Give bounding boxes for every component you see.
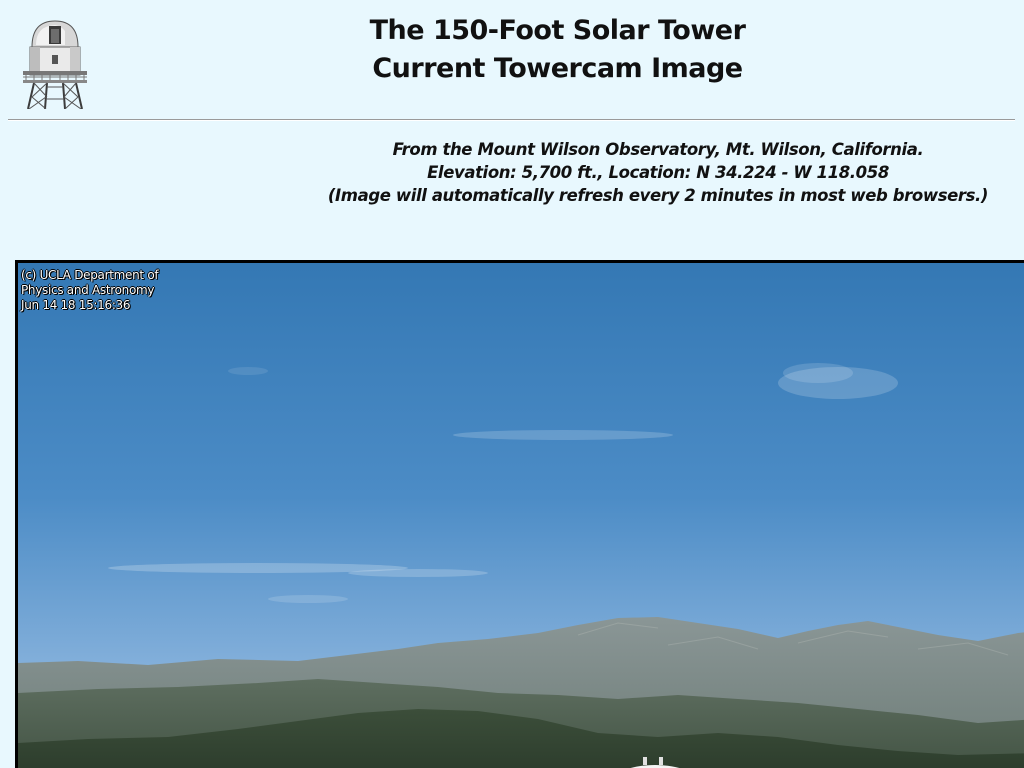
- camera-credit-line-1: (c) UCLA Department of: [21, 268, 159, 282]
- page-title-line-2: Current Towercam Image: [372, 53, 743, 84]
- towercam-landscape: [18, 263, 1024, 768]
- camera-credit-line-2: Physics and Astronomy: [21, 283, 155, 297]
- solar-tower-icon: [20, 17, 90, 110]
- observatory-info: From the Mount Wilson Observatory, Mt. W…: [300, 138, 1016, 207]
- towercam-image: (c) UCLA Department of Physics and Astro…: [15, 260, 1024, 768]
- refresh-note-text: (Image will automatically refresh every …: [327, 186, 989, 205]
- page-title: The 150-Foot Solar Tower Current Towerca…: [250, 12, 865, 88]
- horizontal-divider: [8, 119, 1015, 121]
- observatory-location-text: From the Mount Wilson Observatory, Mt. W…: [392, 140, 924, 159]
- camera-timestamp: Jun 14 18 15:16:36: [21, 298, 131, 312]
- camera-credit-overlay: (c) UCLA Department of Physics and Astro…: [21, 268, 159, 313]
- elevation-coordinates-text: Elevation: 5,700 ft., Location: N 34.224…: [427, 163, 889, 182]
- page-title-line-1: The 150-Foot Solar Tower: [369, 15, 746, 46]
